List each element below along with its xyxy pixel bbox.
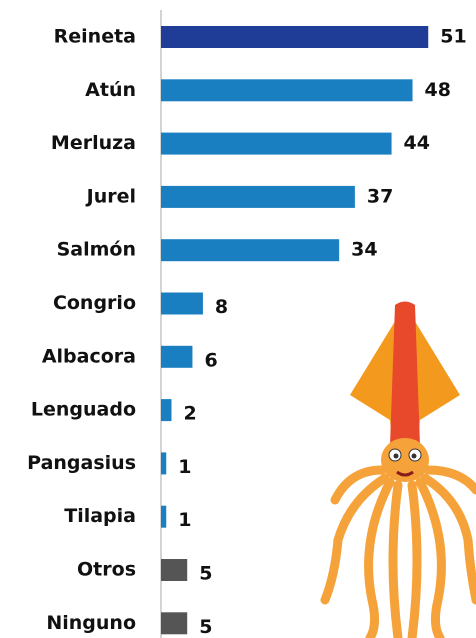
value-label: 44 [404, 132, 430, 154]
category-label: Merluza [51, 132, 136, 154]
value-label: 37 [367, 185, 393, 207]
category-label: Salmón [57, 239, 136, 261]
category-label: Pangasius [27, 452, 136, 474]
category-label: Congrio [53, 292, 136, 314]
bar [161, 186, 355, 208]
category-label: Reineta [54, 26, 136, 48]
category-label: Jurel [85, 185, 136, 207]
value-label: 51 [440, 26, 466, 48]
bar [161, 559, 187, 581]
bar [161, 346, 192, 368]
category-label: Lenguado [31, 399, 136, 421]
value-label: 1 [178, 509, 191, 531]
category-label: Tilapia [64, 505, 136, 527]
bar [161, 506, 166, 528]
page: {"chart_data": {"type": "bar", "orientat… [0, 0, 476, 638]
value-label: 34 [351, 239, 377, 261]
value-label: 48 [425, 79, 451, 101]
value-label: 1 [178, 456, 191, 478]
bar [161, 79, 413, 101]
value-label: 5 [199, 563, 212, 585]
category-label: Albacora [42, 345, 136, 367]
value-label: 5 [199, 616, 212, 638]
category-label: Ninguno [46, 612, 136, 634]
squid-illustration [325, 302, 476, 638]
bar [161, 452, 166, 474]
bar [161, 612, 187, 634]
bar [161, 239, 339, 261]
bar [161, 133, 392, 155]
bar [161, 399, 171, 421]
value-label: 8 [215, 296, 228, 318]
bar [161, 26, 428, 48]
category-label: Atún [85, 79, 136, 101]
chart: Reineta51Atún48Merluza44Jurel37Salmón34C… [0, 0, 476, 638]
value-label: 6 [204, 349, 217, 371]
value-label: 2 [183, 403, 196, 425]
category-label: Otros [77, 559, 136, 581]
bar [161, 293, 203, 315]
